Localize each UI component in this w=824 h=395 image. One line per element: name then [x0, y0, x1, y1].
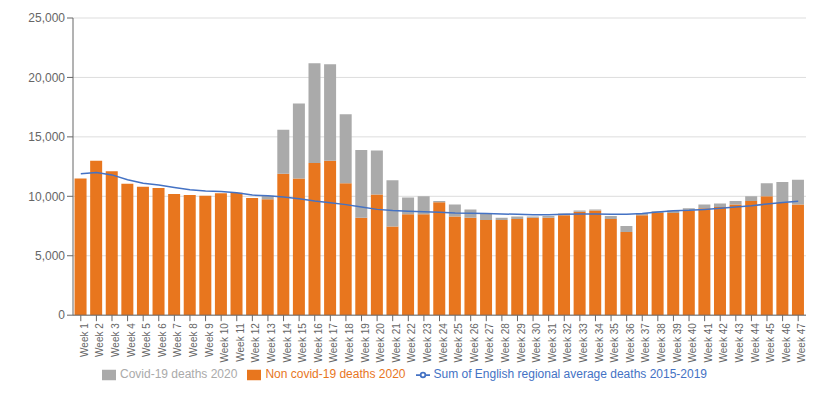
svg-text:Week 32: Week 32	[562, 323, 573, 363]
svg-text:Week 31: Week 31	[547, 323, 558, 363]
svg-text:5,000: 5,000	[35, 249, 65, 263]
svg-text:Week 43: Week 43	[734, 323, 745, 363]
svg-text:Week 7: Week 7	[172, 323, 183, 357]
svg-text:Week 1: Week 1	[79, 323, 90, 357]
svg-text:Week 22: Week 22	[406, 323, 417, 363]
svg-text:Week 4: Week 4	[126, 323, 137, 357]
svg-text:Week 20: Week 20	[375, 323, 386, 363]
svg-text:Week 19: Week 19	[360, 323, 371, 363]
svg-text:Week 37: Week 37	[640, 323, 651, 363]
svg-text:20,000: 20,000	[28, 71, 65, 85]
svg-text:10,000: 10,000	[28, 190, 65, 204]
svg-text:Week 3: Week 3	[110, 323, 121, 357]
svg-text:Week 34: Week 34	[594, 323, 605, 363]
html-text:Sum of English regional averag: Sum of English regional average deaths 2…	[433, 367, 707, 382]
svg-text:Week 35: Week 35	[609, 323, 620, 363]
svg-text:Week 5: Week 5	[141, 323, 152, 357]
svg-text:Week 42: Week 42	[718, 323, 729, 363]
svg-text:Week 38: Week 38	[656, 323, 667, 363]
svg-text:Week 12: Week 12	[250, 323, 261, 363]
svg-text:Week 8: Week 8	[188, 323, 199, 357]
svg-text:15,000: 15,000	[28, 130, 65, 144]
svg-text:Week 44: Week 44	[750, 323, 761, 363]
svg-text:Week 13: Week 13	[266, 323, 277, 363]
svg-text:Week 47: Week 47	[796, 323, 807, 363]
svg-text:Week 16: Week 16	[313, 323, 324, 363]
svg-text:Week 39: Week 39	[672, 323, 683, 363]
svg-text:Week 15: Week 15	[297, 323, 308, 363]
svg-text:Week 23: Week 23	[422, 323, 433, 363]
svg-text:Week 45: Week 45	[765, 323, 776, 363]
svg-text:25,000: 25,000	[28, 11, 65, 25]
svg-text:Week 33: Week 33	[578, 323, 589, 363]
svg-text:Week 29: Week 29	[516, 323, 527, 363]
svg-text:Week 36: Week 36	[625, 323, 636, 363]
html-text:Covid-19 deaths 2020: Covid-19 deaths 2020	[120, 367, 238, 382]
svg-text:Week 41: Week 41	[703, 323, 714, 363]
svg-text:Week 21: Week 21	[391, 323, 402, 363]
svg-text:Week 9: Week 9	[204, 323, 215, 357]
svg-text:Week 46: Week 46	[781, 323, 792, 363]
svg-text:Week 11: Week 11	[235, 323, 246, 362]
svg-text:Week 14: Week 14	[282, 323, 293, 363]
svg-text:Week 28: Week 28	[500, 323, 511, 363]
svg-text:Week 26: Week 26	[469, 323, 480, 363]
svg-text:Week 10: Week 10	[219, 323, 230, 363]
svg-text:Week 25: Week 25	[453, 323, 464, 363]
svg-text:Week 6: Week 6	[157, 323, 168, 357]
svg-text:0: 0	[58, 308, 65, 322]
svg-text:Week 30: Week 30	[531, 323, 542, 363]
svg-text:Week 18: Week 18	[344, 323, 355, 363]
svg-text:Week 40: Week 40	[687, 323, 698, 363]
html-text:Non covid-19 deaths 2020: Non covid-19 deaths 2020	[265, 367, 406, 382]
svg-text:Week 17: Week 17	[328, 323, 339, 363]
svg-text:Week 24: Week 24	[438, 323, 449, 363]
svg-text:Week 2: Week 2	[94, 323, 105, 357]
svg-text:Week 27: Week 27	[484, 323, 495, 363]
